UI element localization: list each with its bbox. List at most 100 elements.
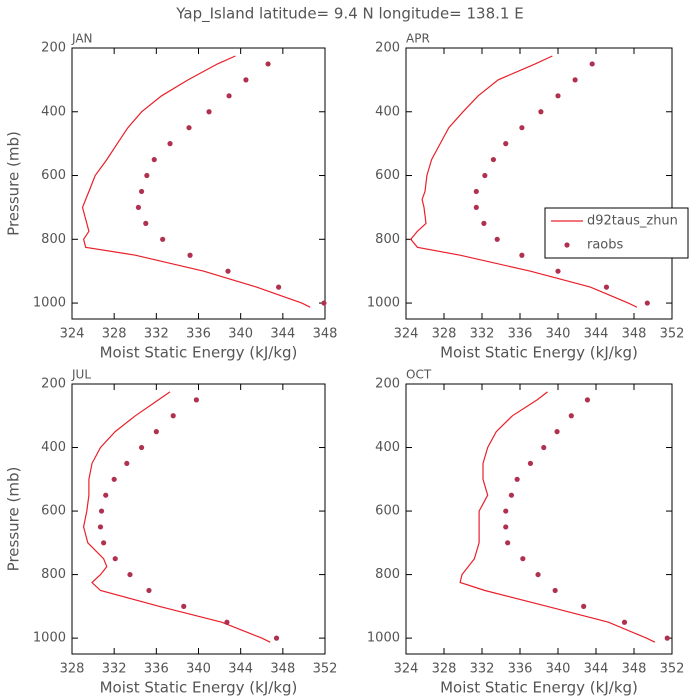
x-tick-label: 352 (660, 327, 685, 342)
legend-box (544, 207, 689, 259)
obs-dot (206, 109, 212, 115)
x-axis-label: Moist Static Energy (kJ/kg) (440, 679, 638, 697)
panel-label: JUL (71, 368, 91, 382)
legend-label: d92taus_zhun (587, 214, 678, 229)
obs-dot (473, 204, 479, 211)
obs-dot (505, 540, 511, 546)
x-tick-label: 348 (622, 662, 647, 677)
obs-dot (555, 93, 561, 99)
obs-dot (243, 77, 249, 83)
obs-dot (503, 508, 509, 514)
x-tick-label: 348 (270, 662, 295, 677)
obs-dot (160, 236, 166, 242)
x-tick-label: 332 (470, 327, 495, 342)
y-tick-label: 800 (41, 567, 66, 582)
obs-dot (482, 172, 488, 179)
profile-line (81, 55, 311, 308)
obs-dot (538, 109, 544, 115)
y-tick-label: 1000 (367, 296, 400, 311)
y-tick-label: 600 (375, 168, 400, 183)
x-tick-label: 328 (432, 662, 457, 677)
y-tick-label: 600 (375, 504, 400, 519)
obs-dot (111, 476, 117, 482)
obs-dot (224, 619, 230, 625)
x-tick-label: 332 (144, 327, 169, 342)
obs-dot (135, 204, 142, 211)
y-tick-label: 200 (375, 377, 400, 392)
y-tick-label: 200 (375, 41, 400, 56)
obs-dot (193, 397, 199, 403)
obs-dot (143, 220, 149, 226)
profile-line (82, 391, 271, 643)
y-tick-label: 800 (375, 232, 400, 247)
obs-dot (541, 444, 547, 451)
y-axis-label: Pressure (mb) (5, 131, 23, 236)
y-tick-label: 1000 (33, 296, 66, 311)
obs-dot (226, 93, 232, 99)
x-tick-label: 324 (394, 662, 419, 677)
obs-dot (503, 524, 509, 530)
y-tick-label: 600 (41, 168, 66, 183)
x-tick-label: 352 (313, 662, 338, 677)
panel-label: JAN (71, 32, 93, 46)
x-tick-label: 344 (584, 662, 609, 677)
x-tick-label: 340 (228, 327, 253, 342)
obs-dot (519, 252, 525, 258)
obs-dot (225, 268, 231, 274)
x-tick-label: 348 (622, 327, 647, 342)
obs-dot (138, 188, 145, 195)
y-tick-label: 600 (41, 504, 66, 519)
x-tick-label: 352 (660, 662, 685, 677)
obs-dot (644, 300, 650, 306)
obs-dot (572, 77, 578, 83)
obs-dot (146, 587, 152, 594)
obs-dot (101, 540, 107, 546)
obs-dot (490, 156, 496, 163)
y-tick-label: 1000 (33, 631, 66, 646)
obs-dot (473, 188, 479, 195)
obs-dot (273, 635, 280, 641)
panel-label: APR (406, 32, 430, 46)
obs-dot (589, 61, 595, 67)
x-axis-label: Moist Static Energy (kJ/kg) (440, 344, 638, 362)
panel-label: OCT (406, 368, 432, 382)
obs-dot (167, 141, 173, 147)
x-tick-label: 344 (228, 662, 253, 677)
legend-label: raobs (587, 238, 624, 253)
x-axis-label: Moist Static Energy (kJ/kg) (100, 344, 298, 362)
obs-dot (112, 556, 118, 562)
obs-dot (603, 284, 610, 290)
obs-dot (527, 460, 534, 467)
x-tick-label: 344 (270, 327, 295, 342)
x-axis-label: Moist Static Energy (kJ/kg) (100, 679, 298, 697)
x-tick-label: 332 (102, 662, 127, 677)
y-tick-label: 1000 (367, 631, 400, 646)
y-tick-label: 400 (41, 440, 66, 455)
x-tick-label: 344 (584, 327, 609, 342)
plot-frame (405, 383, 673, 655)
obs-dot (321, 300, 327, 306)
x-tick-label: 328 (432, 327, 457, 342)
y-tick-label: 800 (41, 232, 66, 247)
legend-dot (564, 242, 570, 248)
y-tick-label: 400 (375, 104, 400, 119)
x-tick-label: 324 (60, 327, 85, 342)
y-tick-label: 200 (41, 377, 66, 392)
x-tick-label: 328 (102, 327, 127, 342)
obs-dot (181, 603, 187, 609)
obs-dot (535, 571, 541, 578)
y-tick-label: 400 (375, 440, 400, 455)
plot-frame (71, 47, 326, 320)
y-tick-label: 200 (41, 41, 66, 56)
obs-dot (520, 556, 526, 562)
obs-dot (621, 619, 628, 625)
obs-dot (170, 413, 176, 419)
obs-dot (508, 492, 515, 498)
obs-dot (124, 460, 130, 467)
x-tick-label: 336 (144, 662, 169, 677)
obs-dot (98, 508, 105, 514)
obs-dot (581, 603, 587, 609)
y-tick-label: 800 (375, 567, 400, 582)
obs-dot (103, 492, 109, 498)
